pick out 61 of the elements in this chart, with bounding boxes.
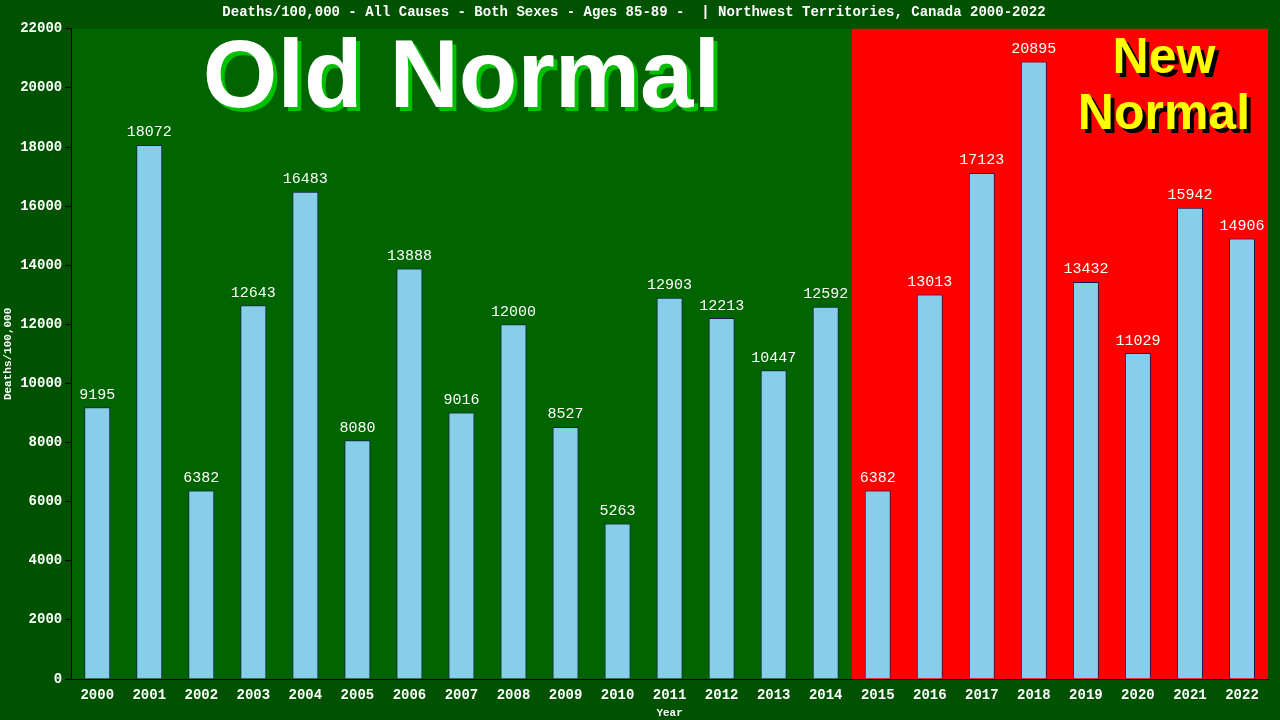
data-label: 13888 [386, 248, 432, 266]
x-tick-label: 2004 [288, 686, 323, 703]
data-label: 12903 [647, 277, 693, 295]
x-tick-label: 2019 [1069, 686, 1103, 703]
x-tick-label: 2012 [704, 686, 739, 703]
y-axis-title: Deaths/100,000 [2, 307, 15, 401]
data-label: 6382 [859, 469, 896, 487]
x-tick-label: 2014 [808, 686, 843, 703]
x-tick-label: 2003 [236, 686, 271, 703]
x-tick-label: 2006 [392, 686, 427, 703]
data-label: 18072 [126, 124, 172, 142]
y-tick-label: 12000 [20, 315, 63, 332]
x-tick-label: 2002 [184, 686, 219, 703]
data-label: 13432 [1063, 261, 1109, 279]
x-tick-label: 2010 [600, 686, 635, 703]
y-tick-label: 18000 [20, 138, 63, 155]
y-tick-label: 8000 [28, 434, 63, 451]
y-tick-label: 0 [53, 670, 63, 687]
x-tick-label: 2013 [756, 686, 791, 703]
data-label: 9195 [79, 386, 116, 404]
y-tick-label: 6000 [28, 493, 63, 510]
x-tick-label: 2015 [860, 686, 895, 703]
data-label: 13013 [907, 273, 953, 291]
x-tick-label: 2001 [132, 686, 167, 703]
x-tick-label: 2016 [912, 686, 947, 703]
data-label: 12213 [699, 297, 745, 315]
x-tick-label: 2007 [444, 686, 479, 703]
data-label: 11029 [1115, 332, 1161, 350]
x-tick-label: 2018 [1017, 686, 1051, 703]
data-label: 20895 [1011, 40, 1057, 58]
data-label: 12643 [230, 284, 276, 302]
x-tick-label: 2008 [496, 686, 531, 703]
data-label: 9016 [443, 392, 480, 409]
y-tick-label: 22000 [20, 20, 63, 37]
x-axis-title: Year [656, 707, 683, 720]
data-label: 12000 [490, 303, 537, 321]
data-label: 12592 [803, 286, 849, 304]
y-tick-label: 16000 [20, 197, 63, 214]
data-label: 8080 [339, 419, 376, 437]
y-tick-label: 4000 [28, 552, 63, 569]
y-tick-label: 10000 [20, 374, 63, 391]
x-tick-label: 2005 [340, 686, 375, 703]
data-label: 15942 [1167, 187, 1213, 205]
data-label: 17123 [959, 152, 1005, 170]
x-tick-label: 2000 [80, 686, 115, 703]
x-tick-label: 2011 [652, 686, 687, 703]
data-label: 10447 [751, 349, 797, 367]
data-label: 16483 [282, 171, 328, 189]
data-label: 6382 [183, 469, 220, 487]
y-tick-label: 14000 [20, 256, 63, 273]
x-tick-label: 2017 [965, 686, 999, 703]
data-label: 14906 [1219, 217, 1265, 235]
data-label: 5263 [599, 502, 636, 520]
x-tick-label: 2022 [1225, 686, 1259, 703]
y-tick-label: 2000 [28, 611, 63, 628]
x-tick-label: 2009 [548, 686, 583, 703]
data-label: 8527 [547, 406, 584, 424]
x-tick-label: 2020 [1121, 686, 1155, 703]
x-tick-label: 2021 [1173, 686, 1207, 703]
y-tick-label: 20000 [20, 79, 63, 96]
chart-title: Deaths/100,000 - All Causes - Both Sexes - Ages 85-89 - | Northwest Territories, Canada 2000-2022 [222, 3, 1046, 20]
